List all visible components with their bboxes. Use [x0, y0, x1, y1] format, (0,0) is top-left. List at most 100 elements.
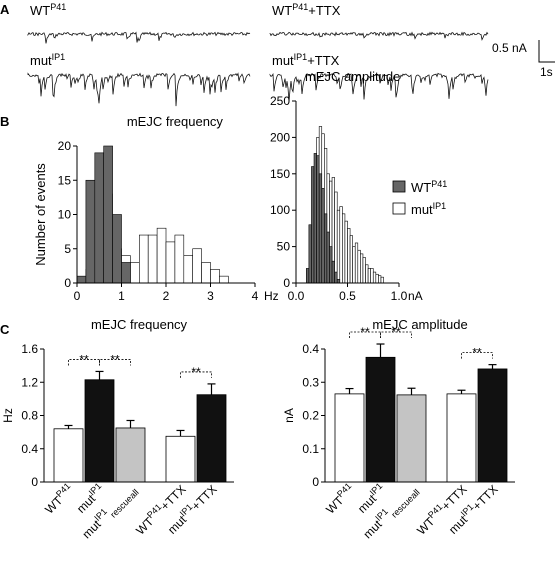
category-label-sub: rescueall — [389, 487, 422, 520]
y-tick-label: 0 — [64, 276, 71, 290]
panel-label-a: A — [0, 2, 10, 17]
y-tick-label: 20 — [58, 139, 72, 153]
chart-title: mEJC amplitude — [305, 69, 400, 84]
significance-label: ** — [79, 352, 89, 366]
category-label-sub: rescueall — [108, 487, 141, 520]
histogram-bar — [130, 262, 140, 284]
bar — [334, 393, 365, 483]
trace-label-wt: WTP41 — [30, 2, 66, 18]
y-tick-label: 50 — [277, 240, 291, 254]
histogram-bar — [357, 249, 361, 284]
trace-label-mut-ttx: mutIP1+TTX — [272, 52, 340, 68]
panel-label-c: C — [0, 322, 10, 337]
histogram-bar — [349, 235, 353, 284]
x-unit-label: Hz — [264, 289, 279, 303]
y-tick-label: 0.3 — [302, 375, 319, 389]
bar — [84, 379, 115, 483]
category-label: WTP41 — [322, 481, 358, 517]
histogram-bar — [156, 227, 167, 284]
significance-bracket — [349, 331, 381, 339]
bar — [53, 428, 84, 483]
histogram-bar — [192, 248, 202, 284]
x-tick-label: 1 — [118, 289, 125, 303]
y-tick-label: 0.4 — [302, 342, 319, 356]
y-tick-label: 1.6 — [21, 342, 38, 356]
trace-wt — [27, 31, 251, 44]
y-tick-label: 150 — [270, 167, 290, 181]
bar — [477, 368, 508, 483]
y-tick-label: 0.1 — [302, 442, 319, 456]
histogram-bar — [147, 234, 158, 284]
category-label-suffix: +TTX — [470, 482, 501, 513]
y-tick-label: 0 — [312, 475, 319, 489]
frequency-bar-chart: WTP41mutIP1mutIP1rescueallWTP41+TTXmutIP… — [1, 317, 234, 541]
x-tick-label: 0.0 — [288, 289, 305, 303]
histogram-bar — [362, 257, 366, 284]
significance-bracket — [380, 331, 412, 339]
significance-label: ** — [191, 365, 201, 379]
legend-swatch-wt — [392, 180, 406, 193]
histogram-bar — [318, 173, 323, 284]
y-tick-label: 0.8 — [21, 409, 38, 423]
histogram-bar — [313, 153, 317, 284]
histogram-bar — [329, 246, 333, 284]
histogram-bar — [365, 264, 369, 284]
histogram-bar — [342, 213, 346, 284]
scale-amplitude-label: 0.5 nA — [492, 41, 527, 55]
y-tick-label: 1.2 — [21, 375, 38, 389]
chart-title: mEJC amplitude — [372, 317, 467, 332]
histogram-bar — [94, 152, 105, 284]
histogram-bar — [174, 234, 185, 284]
histogram-bar — [85, 179, 96, 284]
histogram-bar — [112, 214, 122, 284]
y-tick-label: 200 — [270, 130, 290, 144]
legend-label-wt: WTP41 — [411, 179, 447, 195]
y-tick-label: 5 — [64, 242, 71, 256]
y-axis-label: Number of events — [33, 163, 48, 266]
histogram-bar — [165, 241, 176, 284]
x-tick-label: 3 — [207, 289, 214, 303]
histogram-bar — [375, 273, 379, 284]
histogram-bar — [210, 268, 220, 284]
histogram-bar — [360, 253, 364, 284]
x-tick-label: 4 — [252, 289, 259, 303]
x-unit-label: nA — [408, 289, 423, 303]
histogram-bar — [331, 260, 335, 284]
scale-time-label: 1s — [540, 65, 553, 79]
histogram-bar — [378, 275, 382, 284]
y-tick-label: 0.2 — [302, 409, 319, 423]
bar — [196, 394, 227, 483]
trace-label-wt-ttx: WTP41+TTX — [272, 2, 341, 18]
histogram-bar — [344, 220, 348, 284]
trace-wt-ttx — [269, 31, 489, 41]
histogram-bar — [352, 246, 356, 284]
x-tick-label: 0 — [74, 289, 81, 303]
histogram-bar — [339, 206, 343, 284]
histogram-bar — [201, 262, 211, 284]
histogram-bar — [183, 255, 194, 284]
y-tick-label: 0 — [283, 276, 290, 290]
histogram-bar — [367, 268, 371, 284]
y-axis-label: Hz — [1, 408, 15, 423]
significance-label: ** — [472, 346, 482, 360]
histogram-bar — [316, 155, 320, 284]
trace-mut — [27, 72, 251, 107]
legend-label-mut: mutIP1 — [411, 201, 446, 217]
y-tick-label: 10 — [58, 208, 72, 222]
histogram-bar — [219, 275, 229, 284]
histogram-bar — [334, 191, 338, 284]
y-tick-label: 15 — [58, 173, 72, 187]
histogram-bar — [380, 276, 384, 284]
x-tick-label: 1.0 — [391, 289, 408, 303]
significance-bracket — [68, 359, 100, 366]
histogram-bar — [324, 213, 328, 284]
y-tick-label: 0.4 — [21, 442, 38, 456]
significance-label: ** — [391, 325, 401, 339]
scale-bar — [538, 40, 555, 63]
chart-title: mEJC frequency — [91, 317, 188, 332]
significance-bracket — [461, 352, 493, 359]
significance-label: ** — [360, 325, 370, 339]
amplitude-histogram: 0 50 100 150 200 250 0.0 0.5 1.0 nA mEJC amplitude — [270, 69, 423, 303]
